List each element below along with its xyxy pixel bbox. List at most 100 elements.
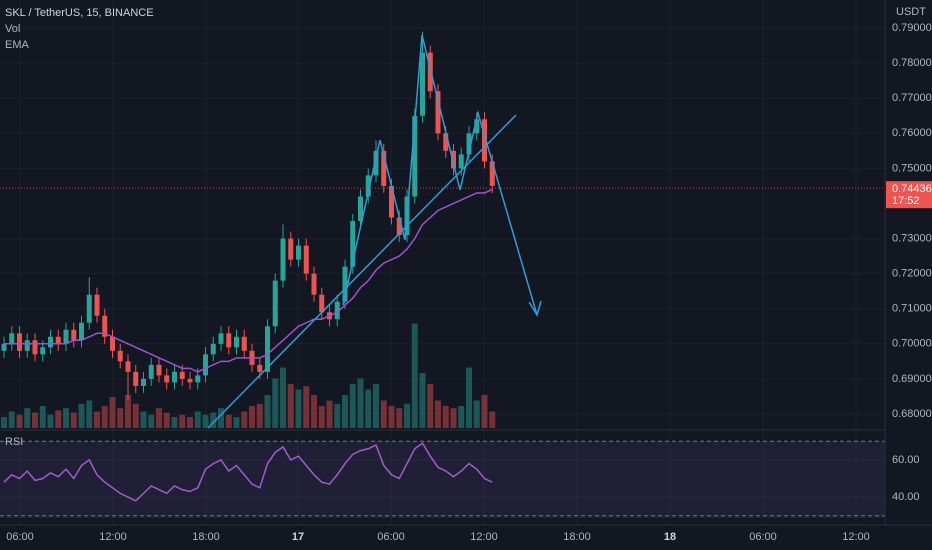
price-tick-label: 0.72000 xyxy=(892,268,932,280)
volume-bar xyxy=(303,386,310,428)
candle-body xyxy=(265,326,270,372)
time-label: 18 xyxy=(664,531,676,543)
volume-bar xyxy=(419,373,426,428)
candle-body xyxy=(420,52,425,116)
ema-label: EMA xyxy=(5,39,30,51)
volume-bar xyxy=(280,367,286,428)
price-tick-label: 0.71000 xyxy=(892,303,932,315)
price-tick-label: 0.68000 xyxy=(892,408,932,420)
time-label: 12:00 xyxy=(99,531,127,543)
candle-body xyxy=(412,115,418,197)
volume-bar xyxy=(163,412,170,428)
volume-bar xyxy=(202,414,209,428)
volume-bar xyxy=(63,408,69,428)
volume-bar xyxy=(24,408,31,428)
candle-body xyxy=(489,161,495,186)
candle-body xyxy=(17,333,22,351)
volume-bar xyxy=(349,384,356,428)
volume-bar xyxy=(311,395,317,428)
candle-body xyxy=(141,378,146,386)
volume-bar xyxy=(109,397,116,428)
volume-bar xyxy=(466,367,472,428)
candle-body xyxy=(117,350,123,362)
volume-bar xyxy=(450,408,457,428)
candle-body xyxy=(40,347,46,355)
countdown: 17:52 xyxy=(892,195,920,207)
candle-body xyxy=(443,133,449,151)
volume-bar xyxy=(156,408,162,428)
volume-bar xyxy=(70,412,77,428)
price-tick-label: 0.77000 xyxy=(892,92,932,104)
vol-label: Vol xyxy=(5,23,20,35)
volume-bar xyxy=(140,411,147,428)
candle-body xyxy=(435,91,441,134)
volume-bar xyxy=(132,403,139,428)
volume-bar xyxy=(373,384,379,428)
volume-bar xyxy=(295,389,302,428)
volume-bar xyxy=(94,411,100,428)
last-price-box xyxy=(886,181,932,209)
symbol: SKL / TetherUS, 15, BINANCE xyxy=(5,7,154,19)
candle-body xyxy=(296,245,301,260)
candle-body xyxy=(288,238,294,260)
time-label: 12:00 xyxy=(842,531,870,543)
candle-body xyxy=(234,336,239,348)
volume-bar xyxy=(249,406,255,428)
candle-body xyxy=(280,238,286,281)
volume-bar xyxy=(287,384,294,428)
time-label: 12:00 xyxy=(470,531,498,543)
candle-body xyxy=(48,336,53,348)
volume-bar xyxy=(218,408,224,428)
price-tick-label: 0.69000 xyxy=(892,373,932,385)
volume-bar xyxy=(233,417,240,428)
price-tick-label: 0.79000 xyxy=(892,22,932,34)
volume-bar xyxy=(55,410,62,428)
volume-bar xyxy=(342,395,348,428)
time-label: 18:00 xyxy=(192,531,220,543)
candle-body xyxy=(9,333,15,344)
candle-body xyxy=(373,150,379,176)
arrow-head xyxy=(528,300,542,317)
volume-bar xyxy=(435,400,441,428)
candle-body xyxy=(241,336,247,351)
candle-body xyxy=(396,217,402,236)
volume-bar xyxy=(481,395,488,428)
candle-body xyxy=(63,329,69,344)
volume-bar xyxy=(489,411,496,428)
time-label: 06:00 xyxy=(749,531,777,543)
drawings xyxy=(207,34,542,429)
zigzag xyxy=(342,34,538,316)
volume-bar xyxy=(458,406,465,428)
rsi-tick-label: 60.00 xyxy=(892,454,920,466)
grid xyxy=(0,0,885,525)
candle-body xyxy=(55,336,61,344)
candle-body xyxy=(164,375,170,383)
volume-bar xyxy=(388,406,395,428)
candle-body xyxy=(94,294,100,316)
candle-body xyxy=(71,329,77,341)
volume-bar xyxy=(210,412,217,428)
volume-bar xyxy=(225,414,232,428)
candle-body xyxy=(319,294,325,313)
candle-body xyxy=(350,221,356,267)
candle-body xyxy=(210,343,216,355)
volume-bar xyxy=(86,400,93,428)
candle-body xyxy=(32,340,38,355)
volume-bar xyxy=(8,411,15,428)
volume-bar xyxy=(318,406,325,428)
candle-body xyxy=(389,185,394,218)
rsi-band-fill xyxy=(0,441,885,518)
volume-bar xyxy=(101,406,108,428)
candle-body xyxy=(172,371,177,383)
candle-body xyxy=(311,273,317,295)
volume-bar xyxy=(411,323,418,428)
candle-body xyxy=(156,364,162,376)
price-tick-label: 0.76000 xyxy=(892,127,932,139)
time-label: 06:00 xyxy=(6,531,34,543)
time-label: 06:00 xyxy=(377,531,405,543)
volume-bar xyxy=(179,414,186,428)
volume-bar xyxy=(264,395,271,428)
volume-bar xyxy=(148,414,155,428)
